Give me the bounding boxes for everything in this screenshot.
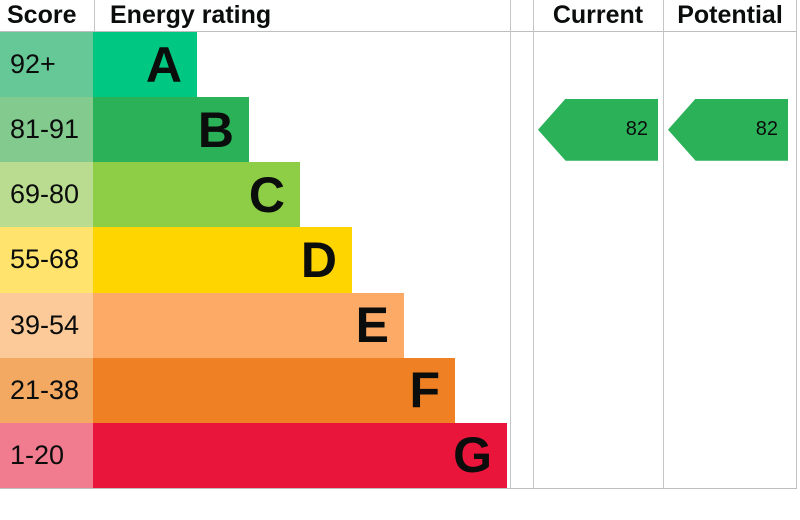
band-bar: C xyxy=(93,162,300,228)
band-bar: B xyxy=(93,97,249,163)
band-bar: E xyxy=(93,292,404,358)
band-score-label: 92+ xyxy=(0,32,93,98)
band-row-b: 81-91 B xyxy=(0,97,510,163)
score-column-header: Score xyxy=(7,1,77,29)
band-bar: F xyxy=(93,357,455,423)
current-rating-arrow: 82 xyxy=(538,98,658,161)
band-row-g: 1-20 G xyxy=(0,422,510,488)
band-score-label: 81-91 xyxy=(0,97,93,163)
current-rating-column: 82 xyxy=(534,32,662,488)
band-letter: E xyxy=(355,297,389,354)
current-column-left-border xyxy=(533,0,534,488)
band-bar: G xyxy=(93,422,507,488)
band-letter: A xyxy=(145,36,182,93)
current-column-header: Current xyxy=(552,1,644,29)
band-score-label: 55-68 xyxy=(0,227,93,293)
band-row-a: 92+ A xyxy=(0,32,510,98)
potential-column-header: Potential xyxy=(677,1,783,29)
energy-column-right-border xyxy=(510,0,511,488)
potential-rating-arrow: 82 xyxy=(668,98,788,161)
band-bar: D xyxy=(93,227,352,293)
band-score-label: 21-38 xyxy=(0,357,93,423)
potential-rating-value: 82 xyxy=(755,118,778,141)
potential-column-right-border xyxy=(796,0,797,488)
band-letter: C xyxy=(248,166,285,223)
band-letter: B xyxy=(197,101,234,158)
band-rows: 92+ A 81-91 B 69-80 C 55-68 D 39-54 E 21… xyxy=(0,32,510,488)
score-column-divider xyxy=(94,0,95,31)
bottom-border-line xyxy=(0,488,797,489)
band-row-c: 69-80 C xyxy=(0,162,510,228)
band-row-d: 55-68 D xyxy=(0,227,510,293)
band-letter: F xyxy=(409,362,440,419)
potential-rating-column: 82 xyxy=(664,32,796,488)
band-letter: D xyxy=(300,231,337,288)
current-column-right-border xyxy=(663,0,664,488)
band-row-f: 21-38 F xyxy=(0,357,510,423)
band-bar: A xyxy=(93,32,197,98)
band-letter: G xyxy=(453,427,492,484)
energy-rating-column-header: Energy rating xyxy=(110,1,272,29)
band-score-label: 69-80 xyxy=(0,162,93,228)
current-rating-value: 82 xyxy=(625,118,648,141)
band-score-label: 1-20 xyxy=(0,422,93,488)
header-divider-line xyxy=(0,31,797,32)
band-score-label: 39-54 xyxy=(0,292,93,358)
band-row-e: 39-54 E xyxy=(0,292,510,358)
